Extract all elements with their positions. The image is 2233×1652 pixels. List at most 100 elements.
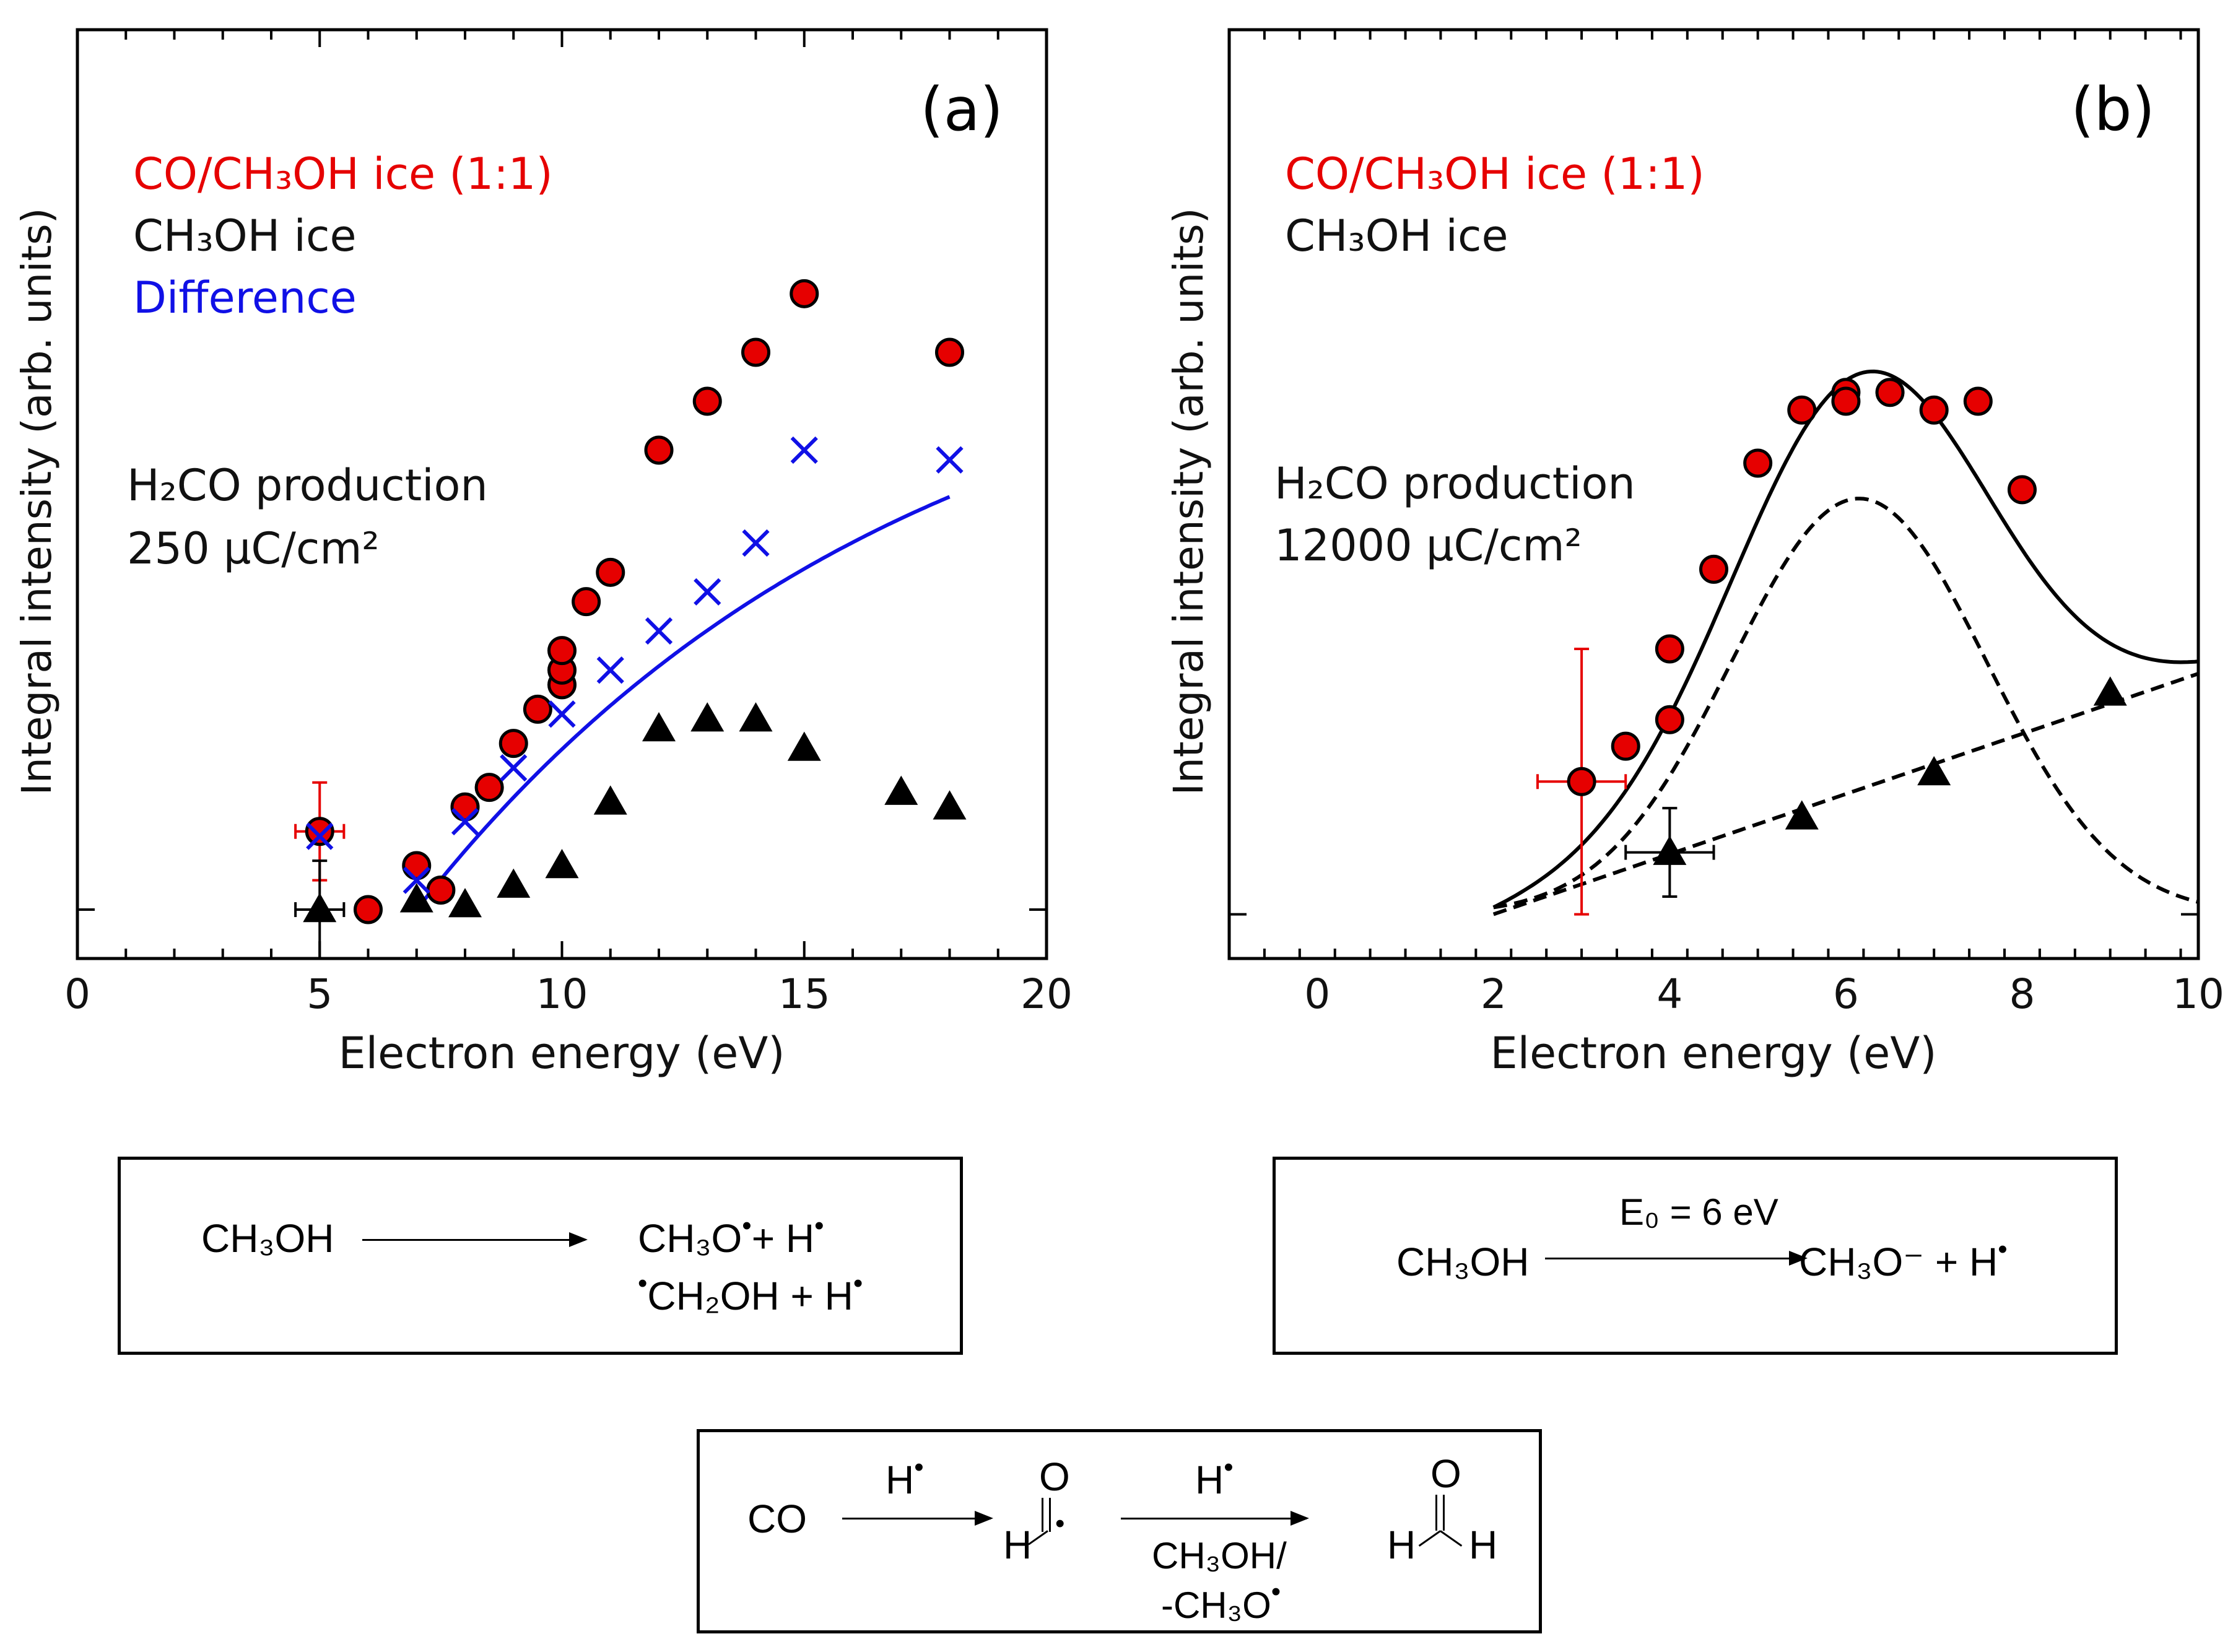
reaction-box-hydrogenation: CO H• O H • H• CH₃OH/ -CH₃O• O H H [697,1429,1542,1633]
fit-curve [415,495,951,911]
r3-arrow1 [842,1511,993,1526]
x-stroke [790,436,818,464]
data-point-methanol [1653,835,1687,865]
radical-dot: • [814,1211,824,1241]
data-point-mixture [692,386,722,416]
x-stroke [645,617,673,645]
reaction-box-dissociative-attachment: CH₃OH E₀ = 6 eV CH₃O⁻ + H• [1273,1157,2118,1355]
x-ticks-b: 0 2 4 6 8 10 [1228,30,2224,1018]
r3-reagent2-h: H [1195,1458,1224,1502]
r2-product: CH₃O⁻ + H• [1799,1236,2008,1284]
y-axis-label-a: Integral intensity (arb. units) [13,208,61,796]
data-point-methanol [1785,800,1819,830]
r3-reagent1: H• [886,1454,924,1502]
h2co-bond-right [1440,1530,1463,1547]
x-stroke [694,578,721,606]
data-point-mixture [1611,731,1640,761]
radical-dot: • [742,1211,752,1241]
reaction-box-methanol-dissociation: CH₃OH CH₃O•+ H• •CH₂OH + H• [118,1157,963,1355]
fit-curve [1492,369,2199,910]
radical-dot: • [914,1452,924,1482]
data-point-difference [403,866,430,894]
r1-product2: •CH₂OH + H• [638,1270,863,1318]
hco-radical-structure: O H • [1003,1454,1096,1565]
data-point-methanol [933,790,967,820]
r2-product-text: CH₃O⁻ + H [1799,1240,1998,1284]
hco-double-bond-right [1049,1498,1051,1532]
r1-arrow [362,1232,588,1247]
data-point-difference [936,446,964,474]
hco-radical-dot: • [1055,1508,1065,1539]
radical-dot: • [1271,1576,1281,1607]
r2-condition: E₀ = 6 eV [1619,1191,1778,1233]
r1-product1: CH₃O•+ H• [638,1212,824,1261]
radical-dot: • [638,1268,648,1298]
data-point-mixture [450,792,480,822]
data-point-mixture [354,895,383,924]
data-point-mixture [547,636,577,666]
data-point-mixture [1919,395,1949,425]
x-tick-label: 2 [1481,970,1507,1018]
plot-frame-b [1227,28,2200,960]
data-point-methanol [303,893,337,923]
r3-reagent1-h: H [886,1458,915,1502]
data-point-difference [500,754,528,782]
data-point-mixture [935,337,964,367]
hco-double-bond-left [1042,1498,1043,1532]
h2co-double-bond-left [1435,1495,1437,1531]
r1-product2-text: CH₂OH + H [647,1274,853,1318]
h2co-hydrogen-left: H [1387,1523,1416,1567]
data-point-mixture [1963,386,1993,416]
x-stroke [403,866,430,894]
data-marks-b [1536,378,2127,916]
data-point-difference [451,807,479,836]
x-stroke [500,754,528,782]
data-point-methanol [787,731,821,761]
x-tick-label: 10 [536,970,588,1018]
data-point-mixture [1743,448,1773,478]
x-ticks-a: 0 5 10 15 20 [64,30,1073,1018]
x-stroke [548,700,576,728]
data-point-difference [645,617,673,645]
radical-dot: • [1998,1234,2008,1264]
radical-dot: • [853,1268,863,1298]
data-point-mixture [572,587,601,617]
panel-b: 0 2 4 6 8 10 (b) CO/CH₃OH ice (1:1) CH₃OH ice… [1165,28,2224,1079]
data-point-mixture [426,875,456,905]
data-point-difference [306,822,334,850]
data-point-mixture [790,279,819,308]
hco-hydrogen: H [1003,1523,1032,1567]
x-tick-label: 8 [2009,970,2035,1018]
radical-dot: • [1224,1452,1234,1482]
annotation-a-line2: 250 µC/cm² [127,523,380,574]
data-point-mixture [1831,386,1861,416]
data-point-difference [742,529,770,557]
r2-arrow [1545,1251,1808,1266]
r1-product1-methoxy: CH₃O [638,1216,742,1261]
data-point-mixture [596,557,625,587]
r3-arrow2 [1121,1511,1309,1526]
x-stroke [306,822,334,850]
h2co-oxygen: O [1430,1451,1461,1496]
data-point-mixture [402,851,432,880]
hco-oxygen: O [1039,1454,1070,1499]
data-point-mixture [474,773,504,802]
r1-reactant: CH₃OH [201,1216,334,1261]
data-point-difference [596,656,624,684]
data-point-methanol [739,702,773,732]
data-point-mixture [644,435,674,465]
x-axis-label-b: Electron energy (eV) [1490,1028,1936,1079]
data-point-methanol [1917,756,1951,786]
data-point-mixture [1875,378,1905,407]
h2co-double-bond-right [1443,1495,1445,1531]
data-point-difference [548,700,576,728]
panel-label-b: (b) [2071,75,2155,144]
x-tick-label: 5 [307,970,333,1018]
data-point-mixture [2007,475,2037,505]
data-point-difference [694,578,721,606]
x-tick-label: 20 [1021,970,1073,1018]
h2co-bond-left [1418,1530,1441,1547]
x-stroke [742,529,770,557]
r3-reagent2: H• [1195,1454,1234,1502]
formaldehyde-structure: O H H [1387,1451,1511,1565]
